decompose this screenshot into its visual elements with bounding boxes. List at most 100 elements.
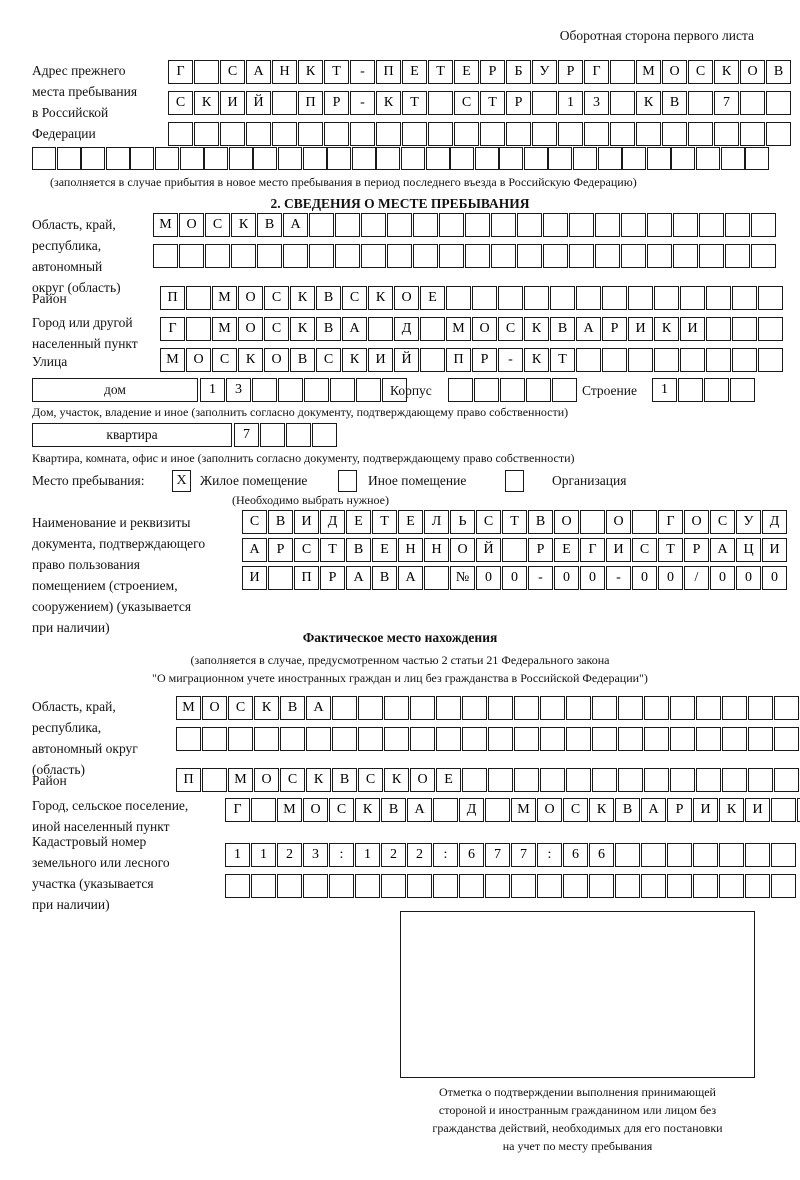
char-cell[interactable]: О <box>537 798 562 822</box>
char-cell[interactable] <box>678 378 703 402</box>
char-cell[interactable]: К <box>194 91 219 115</box>
char-cell[interactable]: Н <box>398 538 423 562</box>
char-cell[interactable] <box>641 843 666 867</box>
char-cell[interactable] <box>740 91 765 115</box>
char-cell[interactable] <box>680 286 705 310</box>
char-cell[interactable] <box>358 696 383 720</box>
char-cell[interactable]: Р <box>528 538 553 562</box>
char-cell[interactable]: А <box>576 317 601 341</box>
char-cell[interactable]: 6 <box>459 843 484 867</box>
char-cell[interactable] <box>474 378 499 402</box>
char-cell[interactable]: Е <box>346 510 371 534</box>
char-cell[interactable] <box>465 244 490 268</box>
char-cell[interactable] <box>673 244 698 268</box>
char-cell[interactable]: А <box>710 538 735 562</box>
char-cell[interactable] <box>732 348 757 372</box>
char-cell[interactable]: Л <box>424 510 449 534</box>
char-cell[interactable] <box>350 122 375 146</box>
char-cell[interactable] <box>732 317 757 341</box>
stay-type-checkbox-organization[interactable] <box>505 470 524 492</box>
char-cell[interactable]: Г <box>160 317 185 341</box>
char-cell[interactable] <box>32 147 56 170</box>
char-cell[interactable] <box>569 244 594 268</box>
char-cell[interactable]: И <box>745 798 770 822</box>
char-cell[interactable] <box>615 874 640 898</box>
char-cell[interactable]: Б <box>506 60 531 84</box>
char-cell[interactable]: - <box>350 91 375 115</box>
char-cell[interactable] <box>774 768 799 792</box>
char-cell[interactable]: О <box>684 510 709 534</box>
char-cell[interactable] <box>748 727 773 751</box>
char-cell[interactable] <box>168 122 193 146</box>
document-row-3[interactable]: И П Р А В А № 0 0-0 0-0 0/0 0 0 <box>242 566 788 590</box>
char-cell[interactable]: О <box>186 348 211 372</box>
char-cell[interactable] <box>722 768 747 792</box>
char-cell[interactable]: Т <box>428 60 453 84</box>
char-cell[interactable]: О <box>303 798 328 822</box>
char-cell[interactable]: С <box>168 91 193 115</box>
char-cell[interactable]: 0 <box>554 566 579 590</box>
char-cell[interactable] <box>771 798 796 822</box>
char-cell[interactable] <box>602 348 627 372</box>
char-cell[interactable] <box>610 91 635 115</box>
char-cell[interactable] <box>758 286 783 310</box>
char-cell[interactable] <box>462 696 487 720</box>
char-cell[interactable] <box>647 213 672 237</box>
char-cell[interactable] <box>699 244 724 268</box>
char-cell[interactable]: С <box>688 60 713 84</box>
char-cell[interactable]: К <box>524 317 549 341</box>
section2-region-row-2[interactable] <box>153 244 777 268</box>
char-cell[interactable] <box>420 348 445 372</box>
char-cell[interactable] <box>407 874 432 898</box>
char-cell[interactable] <box>540 696 565 720</box>
char-cell[interactable] <box>303 874 328 898</box>
char-cell[interactable] <box>465 213 490 237</box>
char-cell[interactable] <box>278 378 303 402</box>
char-cell[interactable]: 0 <box>762 566 787 590</box>
char-cell[interactable] <box>413 213 438 237</box>
char-cell[interactable] <box>580 510 605 534</box>
char-cell[interactable] <box>459 874 484 898</box>
char-cell[interactable]: К <box>290 286 315 310</box>
char-cell[interactable] <box>576 286 601 310</box>
char-cell[interactable]: В <box>290 348 315 372</box>
char-cell[interactable]: 3 <box>584 91 609 115</box>
char-cell[interactable] <box>628 286 653 310</box>
char-cell[interactable]: В <box>268 510 293 534</box>
char-cell[interactable] <box>740 122 765 146</box>
char-cell[interactable] <box>506 122 531 146</box>
char-cell[interactable] <box>420 317 445 341</box>
char-cell[interactable] <box>225 874 250 898</box>
char-cell[interactable]: Г <box>584 60 609 84</box>
char-cell[interactable]: О <box>662 60 687 84</box>
char-cell[interactable] <box>730 378 755 402</box>
char-cell[interactable] <box>628 348 653 372</box>
char-cell[interactable] <box>680 348 705 372</box>
char-cell[interactable] <box>641 874 666 898</box>
cadastral-row-2[interactable] <box>225 874 797 898</box>
char-cell[interactable]: С <box>242 510 267 534</box>
char-cell[interactable] <box>205 244 230 268</box>
char-cell[interactable] <box>566 696 591 720</box>
char-cell[interactable] <box>704 378 729 402</box>
char-cell[interactable]: Е <box>420 286 445 310</box>
char-cell[interactable]: В <box>550 317 575 341</box>
char-cell[interactable] <box>576 348 601 372</box>
char-cell[interactable]: В <box>662 91 687 115</box>
char-cell[interactable] <box>618 768 643 792</box>
char-cell[interactable] <box>569 213 594 237</box>
char-cell[interactable] <box>751 244 776 268</box>
char-cell[interactable]: Е <box>372 538 397 562</box>
char-cell[interactable] <box>774 696 799 720</box>
char-cell[interactable]: 1 <box>200 378 225 402</box>
char-cell[interactable]: 1 <box>225 843 250 867</box>
char-cell[interactable]: 6 <box>589 843 614 867</box>
char-cell[interactable] <box>204 147 229 170</box>
char-cell[interactable] <box>615 843 640 867</box>
char-cell[interactable]: У <box>736 510 761 534</box>
char-cell[interactable] <box>153 244 178 268</box>
char-cell[interactable] <box>699 213 724 237</box>
